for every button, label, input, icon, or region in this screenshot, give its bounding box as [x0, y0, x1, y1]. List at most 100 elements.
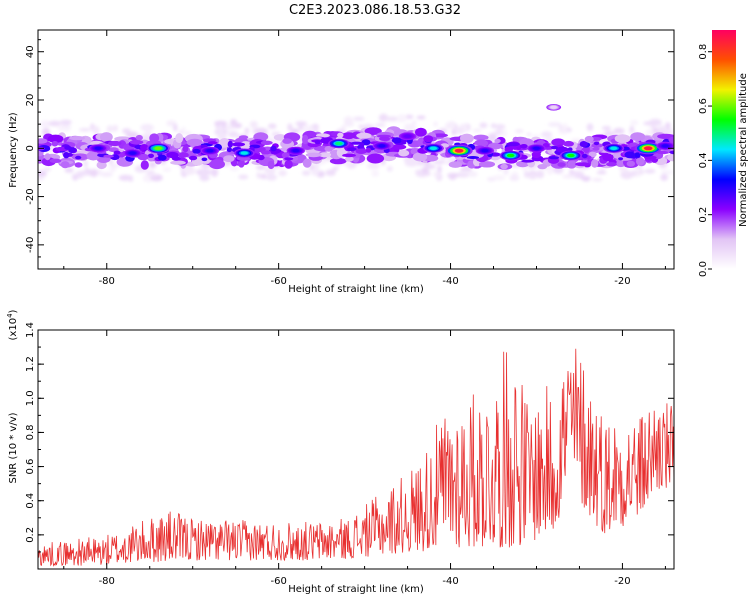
snr-y-multiplier-exponent: 4 [6, 313, 14, 318]
spectrogram-cell [466, 156, 480, 159]
spectrogram-halo-blob [540, 131, 553, 138]
spectrogram-halo-blob [661, 170, 674, 175]
spectrogram-band-blob [318, 152, 332, 158]
spectrogram-peak [129, 151, 136, 155]
spectrogram-halo-blob [437, 165, 442, 174]
spectrogram-halo-blob [325, 169, 336, 176]
spectrogram-band-blob [302, 134, 309, 145]
spectrogram-cell [166, 151, 179, 159]
spectrogram-band-blob [96, 161, 107, 170]
spectrogram-halo-blob [635, 172, 642, 177]
spectrogram-halo-blob [43, 167, 51, 172]
spectrogram-halo-blob [562, 122, 568, 129]
spectrogram-halo-blob [619, 166, 628, 173]
spectrogram-peak [404, 134, 411, 138]
spectrogram-halo-blob [255, 165, 266, 170]
colorbar-tick-label: 0.0 [698, 261, 709, 277]
spectrogram-halo-blob [522, 166, 527, 171]
spectrogram-band-blob [302, 158, 312, 168]
spectrogram-halo-blob [148, 161, 157, 169]
spectrogram-cell [592, 147, 600, 151]
snr-x-label: Height of straight line (km) [288, 584, 424, 595]
spectrogram-halo-blob [210, 168, 219, 177]
spectrogram-cell [624, 151, 636, 159]
spectrogram-x-label: Height of straight line (km) [288, 284, 424, 295]
spectrogram-cell [379, 136, 390, 141]
colorbar-ticks: 0.0 0.2 0.4 0.6 0.8 [698, 44, 712, 277]
spectrogram-band-blob [415, 127, 427, 137]
spectrogram-y-tick-label: 40 [25, 45, 36, 58]
spectrogram-cell [342, 153, 356, 158]
spectrogram-band-blob [267, 160, 275, 170]
spectrogram-band-blob [606, 162, 617, 167]
spectrogram-halo-blob [298, 122, 303, 131]
spectrogram-halo-blob [199, 175, 210, 182]
spectrogram-cell [108, 140, 122, 147]
spectrogram-halo-blob [89, 169, 98, 177]
spectrogram-halo-blob [38, 176, 45, 182]
spectrogram-band-blob [557, 162, 566, 167]
snr-y-tick-label: 0.2 [25, 527, 36, 543]
colorbar-tick-label: 0.8 [698, 44, 709, 60]
spectrogram-cell [177, 152, 189, 158]
spectrogram-peak [481, 149, 489, 153]
spectrogram-halo-blob [238, 174, 249, 180]
spectrogram-halo-blob [546, 166, 554, 176]
spectrogram-band-blob [494, 138, 501, 144]
spectrogram-cell [423, 135, 434, 143]
spectrogram-halo-blob [311, 167, 320, 176]
spectrogram-band-blob [69, 136, 86, 141]
spectrogram-band-blob [186, 138, 203, 147]
spectrogram-halo-blob [547, 122, 562, 127]
spectrogram-halo-blob [456, 172, 470, 178]
spectrogram-halo-blob [353, 116, 365, 122]
colorbar-tick-label: 0.4 [698, 152, 709, 168]
spectrogram-halo-blob [601, 126, 612, 131]
spectrogram-halo-blob [100, 171, 113, 177]
snr-panel: -80 -60 -40 -20 0.2 0.4 0.6 0.8 1.0 1.2 1.4 Height… [6, 309, 675, 595]
snr-axes: -80 -60 -40 -20 0.2 0.4 0.6 0.8 1.0 1.2 1.4 [25, 322, 674, 587]
spectrogram-halo-blob [644, 168, 656, 174]
spectrogram-cell [260, 140, 273, 145]
spectrogram-halo-blob [287, 123, 293, 132]
spectrogram-band-blob [591, 159, 599, 168]
spectrogram-band-blob [337, 132, 344, 138]
spectrogram-band-blob [630, 132, 646, 142]
spectrogram-band-blob [417, 137, 426, 147]
spectrogram-band-blob [667, 153, 674, 162]
spectrogram-halo-blob [249, 121, 258, 128]
spectrogram-cell [567, 147, 573, 152]
spectrogram-band-blob [567, 160, 577, 169]
spectrogram-halo-blob [228, 131, 239, 138]
spectrogram-x-tick-label: -20 [614, 276, 630, 287]
spectrogram-halo-blob [366, 163, 380, 170]
spectrogram-halo-blob [264, 166, 276, 175]
spectrogram-halo-blob [125, 131, 139, 139]
spectrogram-frame [37, 29, 675, 270]
spectrogram-peaks [89, 104, 674, 161]
spectrogram-peak [454, 148, 464, 153]
spectrogram-band-blob [657, 133, 674, 139]
spectrogram-halo-blob [558, 127, 569, 135]
spectrogram-band-blob [253, 132, 269, 142]
spectrogram-band-blob [588, 151, 597, 158]
spectrogram-cell [140, 144, 149, 151]
spectrogram-band-blob [324, 145, 334, 152]
spectrogram-band-blob [219, 138, 230, 148]
spectrogram-peak [292, 149, 300, 153]
spectrogram-band-blob [273, 134, 287, 141]
spectrogram-halo-blob [421, 166, 429, 175]
spectrogram-cell [182, 145, 189, 153]
spectrogram-halo-blob [404, 158, 419, 167]
spectrogram-halo-blob [268, 125, 275, 129]
spectrogram-band-blob [47, 134, 64, 143]
spectrogram-halo-blob [78, 128, 91, 132]
spectrogram-halo-blob [410, 125, 417, 130]
spectrogram-halo-blob [448, 174, 457, 180]
spectrogram-halo-blob [562, 174, 576, 179]
spectrogram-halo-blob [433, 121, 438, 127]
spectrogram-band-blob [135, 134, 143, 141]
snr-series-line [38, 348, 674, 567]
spectrogram-band-blob [44, 153, 51, 161]
